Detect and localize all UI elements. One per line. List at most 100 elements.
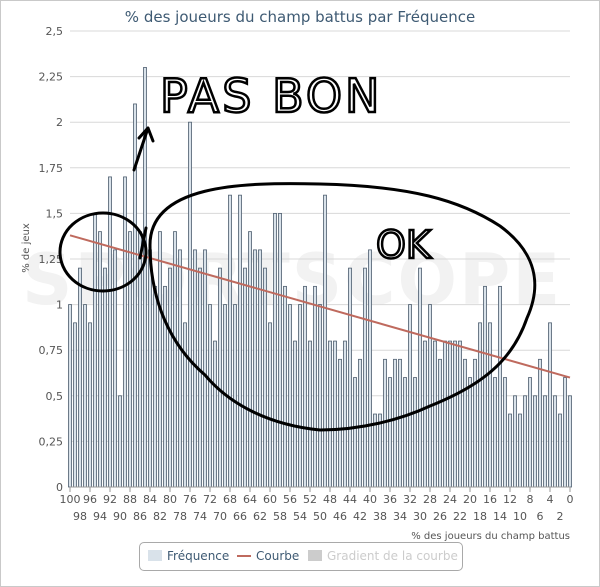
legend-swatch-courbe	[237, 555, 251, 557]
bar	[273, 212, 277, 488]
bar	[128, 231, 132, 488]
bar	[378, 413, 382, 488]
bar	[288, 304, 292, 488]
bar	[148, 249, 152, 488]
bar	[443, 340, 447, 488]
x-tick-label-top: 20	[463, 493, 477, 506]
x-tick-label-top: 88	[123, 493, 137, 506]
bar	[253, 249, 257, 488]
x-tick-label-top: 48	[323, 493, 337, 506]
legend-item-courbe[interactable]: Courbe	[237, 549, 299, 563]
y-axis-ticks: 0 0,25 0,5 0,75 1 1,25 1,5 1,75 2 2,25 2,5	[39, 25, 64, 494]
bar	[543, 395, 547, 488]
legend-swatch-frequence	[148, 550, 162, 561]
x-tick-label-top: 40	[363, 493, 377, 506]
x-tick-label-top: 44	[343, 493, 357, 506]
bar	[468, 377, 472, 488]
legend-item-gradient[interactable]: Gradient de la courbe	[308, 549, 458, 563]
bar	[183, 322, 187, 488]
x-tick-label-top: 72	[203, 493, 217, 506]
bar	[398, 358, 402, 488]
x-tick-label-bottom: 14	[493, 510, 507, 523]
bar	[263, 267, 267, 488]
bar	[258, 249, 262, 488]
legend-label-courbe: Courbe	[256, 549, 300, 563]
legend-item-frequence[interactable]: Fréquence	[148, 549, 229, 563]
x-tick-label-top: 76	[183, 493, 197, 506]
bar	[533, 395, 537, 488]
x-tick-label-bottom: 10	[513, 510, 527, 523]
bar	[213, 340, 217, 488]
bar	[453, 340, 457, 488]
bar	[318, 304, 322, 488]
x-tick-label-bottom: 6	[537, 510, 544, 523]
x-tick-label-top: 28	[423, 493, 437, 506]
x-tick-label-bottom: 78	[173, 510, 187, 523]
bar	[423, 340, 427, 488]
x-tick-label-top: 56	[283, 493, 297, 506]
y-tick-label: 1	[56, 299, 63, 312]
bar	[233, 304, 237, 488]
arrow-annotation	[132, 126, 155, 172]
x-tick-label-top: 84	[143, 493, 157, 506]
bar	[478, 322, 482, 488]
x-tick-label-bottom: 2	[557, 510, 564, 523]
bar	[313, 285, 317, 488]
y-tick-label: 1,25	[39, 253, 64, 266]
x-tick-label-bottom: 86	[133, 510, 147, 523]
x-tick-label-bottom: 82	[153, 510, 167, 523]
bar	[433, 340, 437, 488]
x-tick-label-bottom: 34	[393, 510, 407, 523]
bar	[158, 231, 162, 488]
chart-title: % des joueurs du champ battus par Fréque…	[124, 8, 476, 26]
bar	[463, 358, 467, 488]
x-tick-label-top: 0	[567, 493, 574, 506]
ok-region-outline	[148, 182, 537, 432]
watermark-text: SPORTSCOPE	[22, 239, 562, 321]
y-axis-label: % de jeux	[21, 223, 32, 273]
x-tick-label-bottom: 54	[293, 510, 307, 523]
bar	[178, 249, 182, 488]
bar	[548, 322, 552, 488]
bar	[458, 340, 462, 488]
bar	[348, 267, 352, 488]
bar	[238, 194, 242, 488]
bar	[473, 358, 477, 488]
x-tick-label-bottom: 26	[433, 510, 447, 523]
bar	[493, 377, 497, 488]
bar	[268, 322, 272, 488]
bar	[173, 231, 177, 488]
bar	[508, 413, 512, 488]
bar	[363, 267, 367, 488]
x-tick-label-top: 52	[303, 493, 317, 506]
bar	[108, 176, 112, 488]
bar	[118, 395, 122, 488]
bar	[523, 395, 527, 488]
x-axis	[69, 486, 571, 492]
bar	[103, 267, 107, 488]
bar	[83, 304, 87, 488]
y-tick-label: 1,5	[46, 207, 64, 220]
legend-label-gradient: Gradient de la courbe	[327, 549, 458, 563]
bar	[538, 358, 542, 488]
x-tick-label-bottom: 74	[193, 510, 207, 523]
x-tick-label-top: 12	[503, 493, 517, 506]
y-tick-label: 2,5	[46, 25, 64, 38]
bar	[308, 340, 312, 488]
x-tick-label-top: 68	[223, 493, 237, 506]
bar	[448, 340, 452, 488]
y-tick-label: 0,75	[39, 344, 64, 357]
x-tick-label-bottom: 42	[353, 510, 367, 523]
bar	[568, 395, 572, 488]
x-tick-label-top: 60	[263, 493, 277, 506]
x-tick-label-bottom: 30	[413, 510, 427, 523]
bar	[323, 194, 327, 488]
ok-annotation: OK	[376, 223, 432, 267]
bar	[353, 377, 357, 488]
bar	[563, 377, 567, 488]
bar	[123, 176, 127, 488]
bar	[413, 377, 417, 488]
y-tick-label: 0	[56, 481, 63, 494]
y-tick-label: 2	[56, 116, 63, 129]
bar	[243, 267, 247, 488]
